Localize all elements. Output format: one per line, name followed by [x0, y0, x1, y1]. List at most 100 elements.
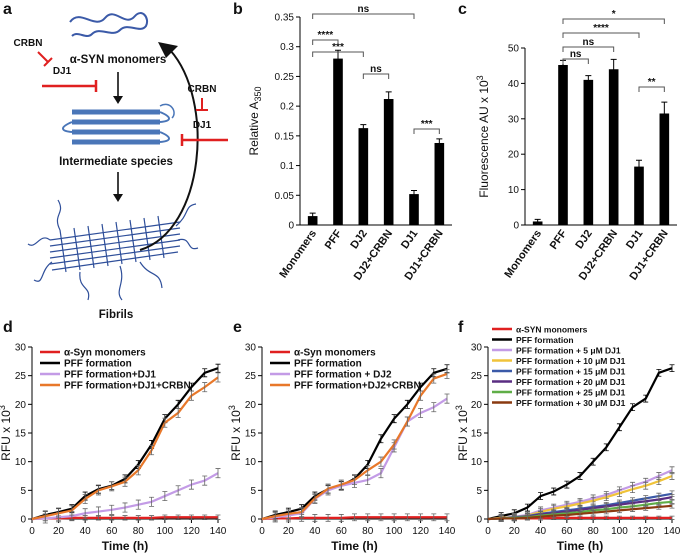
data-point-error — [603, 508, 609, 515]
significance-label: *** — [421, 119, 433, 130]
significance-bracket — [562, 58, 589, 64]
fibrils-label: Fibrils — [99, 309, 134, 321]
y-tick-label: 0.05 — [275, 191, 295, 202]
legend-entry: PFF formation+DJ1+CRBN — [64, 381, 191, 392]
error-bar — [411, 190, 417, 199]
data-point-error — [616, 515, 622, 520]
data-point-error — [643, 505, 649, 511]
data-point-error — [69, 505, 75, 516]
data-point-error — [603, 493, 609, 502]
x-tick-label: 140 — [664, 526, 681, 537]
data-point-error — [431, 402, 437, 413]
y-axis-label-subscript: 350 — [253, 86, 263, 101]
x-tick-label: 80 — [133, 526, 145, 537]
y-tick-label: 0.35 — [275, 13, 295, 24]
data-point-error — [325, 514, 331, 522]
x-tick-label: 20 — [509, 526, 521, 537]
legend-entry: PFF formation + 25 μM DJ1 — [516, 388, 626, 398]
data-point-error — [656, 368, 662, 377]
x-tick-label: Monomers — [277, 228, 319, 280]
data-point-error — [365, 513, 371, 522]
data-point-error — [162, 491, 168, 502]
x-tick-label: PFF — [323, 228, 345, 252]
series-line — [31, 376, 219, 521]
data-point-error — [338, 514, 344, 522]
panel-label-e: e — [233, 319, 242, 336]
data-point-error — [643, 515, 649, 520]
data-point-error — [418, 407, 424, 418]
monomers-label: α-SYN monomers — [70, 54, 167, 66]
bar — [383, 99, 394, 225]
x-tick-label: 40 — [535, 526, 547, 537]
legend-entry: PFF formation — [64, 359, 132, 370]
data-point-error — [524, 503, 530, 512]
data-point-error — [378, 456, 384, 467]
x-tick-label: 80 — [362, 526, 374, 537]
data-point-error — [188, 514, 194, 520]
legend-entry: PFF formation + 15 μM DJ1 — [516, 367, 626, 377]
legend-entry: PFF formation — [516, 335, 574, 345]
crbn-inhibits-dj1-left — [37, 51, 53, 67]
significance-bracket — [413, 128, 440, 134]
y-tick-label: 10 — [245, 457, 257, 468]
y-axis-label-text: RFU x 10 — [456, 410, 470, 461]
x-tick-label: 40 — [80, 526, 92, 537]
legend-entry: α-Syn monomers — [64, 348, 146, 359]
data-point-error — [669, 515, 675, 520]
data-point-error — [378, 468, 384, 479]
x-axis-label: Time (h) — [557, 539, 603, 553]
legend-entry: PFF formation + DJ2 — [294, 370, 392, 381]
error-bar — [360, 124, 367, 133]
data-point-error — [299, 507, 305, 518]
y-axis-label-text: RFU x 10 — [229, 410, 243, 461]
y-tick-label: 50 — [508, 44, 520, 55]
data-point-error — [630, 485, 636, 494]
data-point-error — [162, 514, 168, 520]
data-point-error — [162, 417, 168, 428]
data-point-error — [175, 407, 181, 418]
data-point-error — [202, 514, 208, 520]
x-tick-label: 0 — [29, 526, 35, 537]
dj1-right-label: DJ1 — [193, 120, 212, 131]
data-point-error — [215, 514, 221, 520]
y-tick-label: 10 — [508, 185, 520, 196]
data-point-error — [82, 508, 88, 519]
x-tick-label: 80 — [588, 526, 600, 537]
y-axis-label: Relative A350 — [247, 86, 263, 155]
monomer-illustration — [69, 12, 148, 37]
significance-label: ns — [582, 37, 594, 48]
arrow-head-2 — [113, 194, 123, 202]
arrow-head-1 — [113, 96, 123, 104]
y-tick-label: 0 — [476, 515, 482, 526]
data-point-error — [391, 414, 397, 424]
data-point-error — [352, 513, 357, 522]
x-tick-label: 100 — [157, 526, 174, 537]
bar — [583, 79, 594, 225]
significance-label: ns — [370, 64, 382, 75]
significance-bracket — [312, 39, 339, 45]
data-point-error — [338, 479, 344, 490]
y-tick-label: 0 — [20, 515, 26, 526]
data-point-error — [109, 515, 115, 521]
crbn-right-label: CRBN — [188, 84, 217, 95]
y-tick-label: 30 — [15, 343, 27, 354]
significance-bracket — [562, 32, 640, 38]
legend-entry: PFF formation + 5 μM DJ1 — [516, 346, 621, 356]
data-point-error — [122, 502, 128, 513]
significance-label: **** — [318, 30, 334, 41]
x-tick-label: 100 — [611, 526, 628, 537]
data-point-error — [188, 479, 194, 490]
data-point-error — [590, 457, 596, 466]
x-axis-label: Time (h) — [102, 539, 148, 553]
data-point-error — [669, 503, 675, 509]
data-point-error — [215, 372, 221, 383]
data-point-error — [643, 481, 649, 490]
significance-bracket — [562, 18, 665, 24]
legend-entry: PFF formation + 20 μM DJ1 — [516, 377, 626, 387]
data-point-error — [404, 416, 410, 427]
x-tick-label: DJ1 — [399, 228, 420, 251]
panel-label-c: c — [458, 1, 467, 18]
data-point-error — [365, 465, 371, 476]
y-tick-label: 10 — [15, 457, 27, 468]
